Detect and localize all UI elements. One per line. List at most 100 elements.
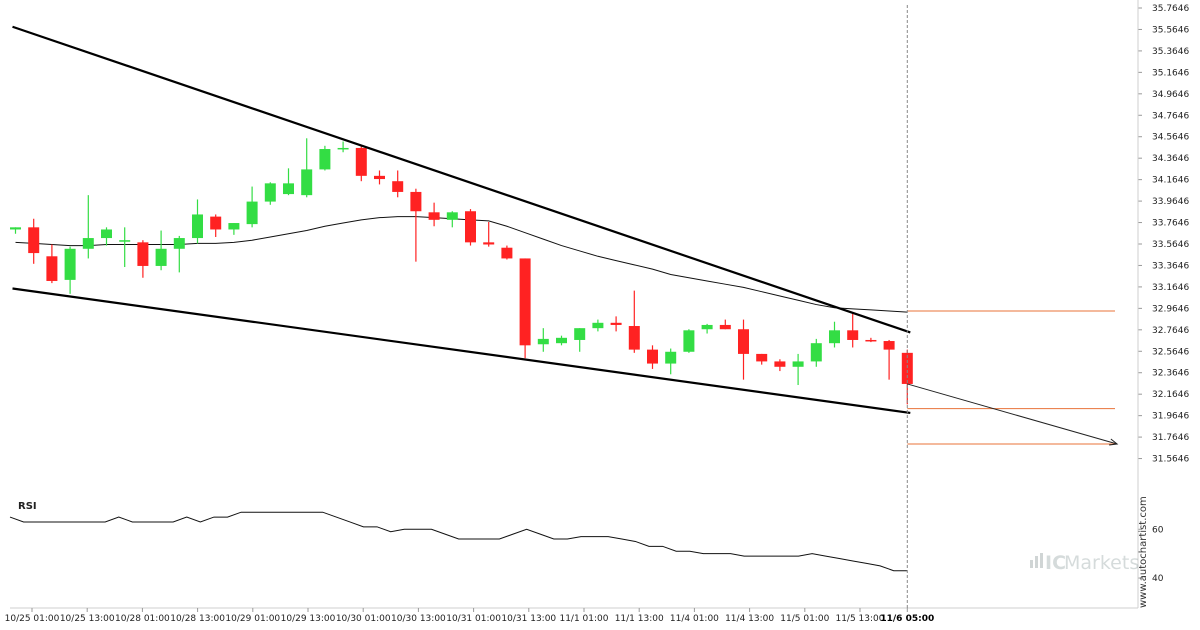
moving-average-line xyxy=(15,216,908,313)
bearish-candle xyxy=(738,319,749,380)
bullish-candle xyxy=(556,335,567,346)
bearish-candle xyxy=(647,345,658,369)
time-tick-label: 11/4 13:00 xyxy=(725,614,774,624)
bearish-candle xyxy=(519,258,531,359)
candle-body xyxy=(865,339,877,342)
candle-body xyxy=(738,329,749,354)
time-tick-label: 10/29 13:00 xyxy=(281,614,336,624)
bullish-candle xyxy=(665,348,677,375)
candle-body xyxy=(64,248,76,280)
bullish-candle xyxy=(264,182,276,205)
price-tick-label: 33.5646 xyxy=(1152,240,1189,250)
candle-body xyxy=(173,238,185,249)
icmarkets-logo: IC Markets xyxy=(1030,552,1139,574)
bullish-candle xyxy=(283,168,294,196)
candle-body xyxy=(319,149,331,170)
candle-body xyxy=(774,361,786,367)
price-tick-label: 33.7646 xyxy=(1152,219,1189,229)
logo-text-ic: IC xyxy=(1045,552,1066,574)
time-tick-label: 10/31 13:00 xyxy=(501,614,556,624)
price-tick-label: 34.7646 xyxy=(1152,111,1189,121)
bearish-candle xyxy=(719,319,731,330)
candle-body xyxy=(337,147,349,150)
projection-line xyxy=(907,383,1118,445)
logo-bar-3 xyxy=(1040,553,1043,568)
candle-body xyxy=(610,322,622,325)
bullish-candle xyxy=(155,230,167,271)
price-tick-label: 35.3646 xyxy=(1152,47,1189,57)
bullish-candle xyxy=(173,235,185,273)
bearish-candle xyxy=(847,312,859,348)
price-tick-label: 35.5646 xyxy=(1152,25,1189,35)
price-tick-label: 35.1646 xyxy=(1152,68,1189,78)
price-tick-label: 32.5646 xyxy=(1152,347,1189,357)
bearish-candle xyxy=(774,359,786,372)
logo-text-markets: Markets xyxy=(1064,552,1139,574)
time-tick-label: 11/5 13:00 xyxy=(835,614,884,624)
candle-body xyxy=(210,216,222,230)
time-tick-label: 10/31 01:00 xyxy=(446,614,501,624)
time-tick-label: 11/1 01:00 xyxy=(559,614,608,624)
time-tick-label: 11/5 01:00 xyxy=(780,614,829,624)
candle-body xyxy=(719,324,731,330)
candle-body xyxy=(829,330,840,344)
bearish-candle xyxy=(483,221,495,247)
bullish-candle xyxy=(701,323,713,334)
bullish-candle xyxy=(101,227,112,246)
price-tick-label: 32.7646 xyxy=(1152,326,1189,336)
candle-body xyxy=(374,175,385,180)
price-tick-label: 32.1646 xyxy=(1152,390,1189,400)
time-tick-label: 10/30 01:00 xyxy=(336,614,391,624)
price-tick-label: 34.5646 xyxy=(1152,133,1189,143)
candle-body xyxy=(228,223,240,230)
bearish-candle xyxy=(355,145,367,182)
candle-body xyxy=(683,330,695,352)
bullish-candle xyxy=(446,211,458,228)
candle-body xyxy=(101,229,112,239)
bearish-candle xyxy=(610,316,622,332)
candle-body xyxy=(155,248,167,266)
time-tick-label: 10/28 01:00 xyxy=(115,614,170,624)
candle-body xyxy=(501,247,513,259)
candle-body xyxy=(428,212,440,220)
bullish-candle xyxy=(829,321,840,348)
bullish-candle xyxy=(246,186,258,228)
time-tick-label: 11/1 13:00 xyxy=(615,614,664,624)
time-tick-label: 11/6 05:00 xyxy=(880,614,934,624)
bullish-candle xyxy=(64,246,76,294)
candle-body xyxy=(264,183,276,202)
bullish-candle xyxy=(683,329,695,353)
upper-trend-line xyxy=(12,25,911,334)
price-tick-label: 33.9646 xyxy=(1152,197,1189,207)
autochartist-watermark: www.autochartist.com xyxy=(1138,496,1149,608)
rsi-line xyxy=(9,511,908,572)
logo-bar-1 xyxy=(1030,560,1033,568)
price-tick-label: 34.1646 xyxy=(1152,176,1189,186)
bearish-candle xyxy=(28,218,40,264)
price-tick-label: 34.3646 xyxy=(1152,154,1189,164)
price-tick-label: 31.5646 xyxy=(1152,455,1189,465)
bullish-candle xyxy=(301,138,313,198)
bearish-candle xyxy=(428,202,440,227)
bullish-candle xyxy=(228,223,240,235)
bearish-candle xyxy=(137,240,149,278)
bearish-candle xyxy=(410,188,422,262)
bullish-candle xyxy=(82,195,94,259)
bearish-candle xyxy=(628,290,640,353)
time-tick-label: 11/4 01:00 xyxy=(670,614,719,624)
candle-body xyxy=(10,227,21,230)
bearish-candle xyxy=(210,214,222,237)
time-tick-label: 10/28 13:00 xyxy=(170,614,225,624)
candle-body xyxy=(556,337,567,344)
price-tick-label: 34.9646 xyxy=(1152,90,1189,100)
candle-body xyxy=(28,227,40,254)
price-tick-label: 31.7646 xyxy=(1152,433,1189,443)
bullish-candle xyxy=(574,328,586,352)
bullish-candle xyxy=(337,141,349,153)
candle-body xyxy=(46,256,58,281)
bearish-candle xyxy=(756,353,768,365)
price-tick-label: 31.9646 xyxy=(1152,412,1189,422)
bullish-candle xyxy=(119,227,131,268)
bearish-candle xyxy=(865,337,877,343)
